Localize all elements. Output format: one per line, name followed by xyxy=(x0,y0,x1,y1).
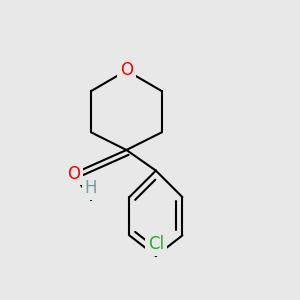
Text: O: O xyxy=(67,165,80,183)
Text: Cl: Cl xyxy=(148,235,164,253)
Text: H: H xyxy=(85,179,98,197)
Text: O: O xyxy=(120,61,133,80)
